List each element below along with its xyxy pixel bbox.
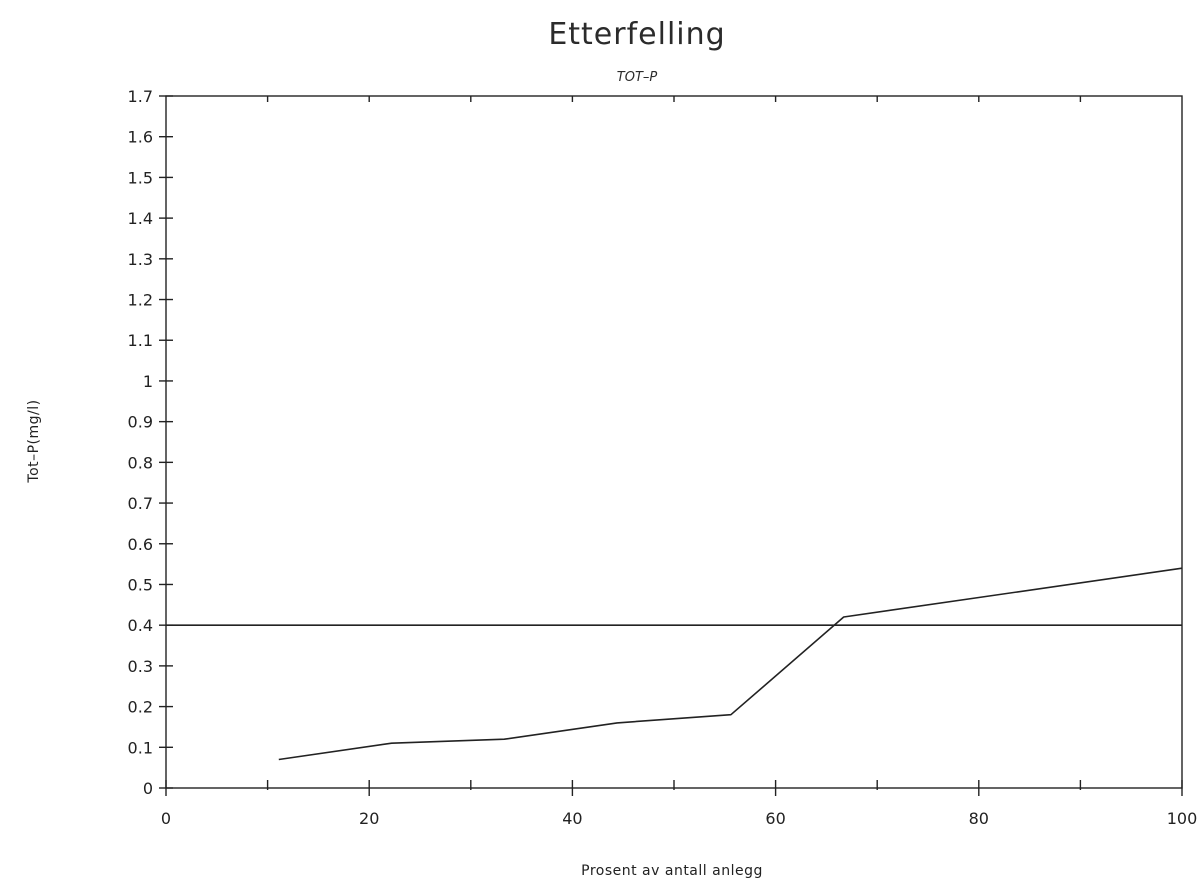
x-tick-label: 0 bbox=[161, 809, 171, 828]
y-tick-label: 0.7 bbox=[128, 494, 153, 513]
y-tick-label: 0.9 bbox=[128, 413, 153, 432]
series-group bbox=[278, 567, 1183, 761]
chart-subtitle: TOT–P bbox=[617, 70, 658, 85]
y-tick-label: 1.2 bbox=[128, 291, 153, 310]
plot-frame bbox=[165, 95, 1183, 789]
y-tick-label: 1.7 bbox=[128, 87, 153, 106]
y-tick-label: 0.6 bbox=[128, 535, 153, 554]
x-tick-label: 20 bbox=[359, 809, 379, 828]
x-axis: 0 20 40 60 80 100 bbox=[161, 96, 1197, 828]
x-tick-label: 40 bbox=[562, 809, 582, 828]
y-axis: 0 0.1 0.2 0.3 0.4 0.5 0.6 0.7 0.8 0.9 1 1.1 1.2 1.3 1.… bbox=[128, 87, 173, 798]
y-tick-label: 0 bbox=[143, 779, 153, 798]
y-tick-label: 0.8 bbox=[128, 453, 153, 472]
y-tick-label: 0.4 bbox=[128, 616, 153, 635]
y-tick-label: 1.6 bbox=[128, 128, 153, 147]
y-tick-label: 1.4 bbox=[128, 209, 153, 228]
y-tick-label: 0.2 bbox=[128, 698, 153, 717]
x-tick-label: 100 bbox=[1167, 809, 1198, 828]
y-tick-label: 1.5 bbox=[128, 168, 153, 187]
y-tick-label: 0.5 bbox=[128, 575, 153, 594]
x-tick-label: 80 bbox=[969, 809, 989, 828]
x-tick-label: 60 bbox=[765, 809, 785, 828]
y-axis-label: Tot–P(mg/l) bbox=[26, 399, 42, 483]
y-tick-label: 1.1 bbox=[128, 331, 153, 350]
y-tick-label: 1.3 bbox=[128, 250, 153, 269]
y-tick-label: 1 bbox=[143, 372, 153, 391]
x-axis-label: Prosent av antall anlegg bbox=[581, 863, 763, 879]
y-tick-label: 0.3 bbox=[128, 657, 153, 676]
y-tick-label: 0.1 bbox=[128, 738, 153, 757]
series-line bbox=[278, 567, 1183, 761]
chart-title: Etterfelling bbox=[548, 17, 725, 52]
